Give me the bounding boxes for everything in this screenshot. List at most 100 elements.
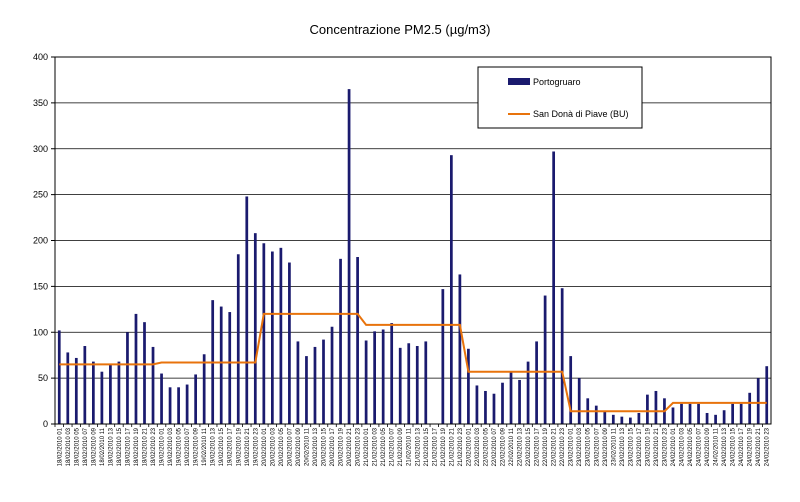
xtick-label-61: 23/02/2010 03	[577, 427, 583, 466]
ytick-label-350: 350	[33, 98, 48, 108]
bar-36	[364, 340, 368, 424]
xtick-label-23: 19/02/2010 23	[253, 427, 259, 466]
bar-12	[160, 373, 163, 424]
xtick-label-62: 23/02/2010 05	[586, 427, 592, 466]
xtick-label-18: 19/02/2010 13	[211, 427, 217, 466]
xtick-label-30: 20/02/2010 13	[313, 427, 319, 466]
xtick-label-34: 20/02/2010 21	[347, 427, 353, 466]
xtick-label-49: 22/02/2010 03	[475, 427, 481, 466]
bar-1	[66, 352, 70, 424]
bar-15	[185, 384, 189, 424]
xtick-label-76: 24/02/2010 09	[705, 427, 711, 466]
xtick-label-78: 24/02/2010 13	[722, 427, 728, 466]
bar-57	[543, 295, 547, 424]
bar-72	[671, 407, 675, 424]
bar-50	[484, 390, 487, 424]
bar-17	[202, 354, 206, 424]
bar-80	[739, 403, 743, 424]
bar-6	[109, 364, 112, 424]
bar-20	[228, 312, 232, 424]
bar-9	[134, 313, 138, 424]
xtick-label-27: 20/02/2010 07	[287, 427, 293, 466]
xtick-label-50: 22/02/2010 05	[483, 427, 489, 466]
bar-81	[748, 392, 752, 424]
bar-21	[236, 254, 240, 424]
xtick-label-2: 18/02/2010 05	[74, 427, 80, 466]
legend-label-portogruaro: Portogruaro	[533, 77, 581, 87]
bar-5	[100, 371, 104, 424]
bar-27	[288, 262, 291, 424]
xtick-label-47: 21/02/2010 23	[458, 427, 464, 466]
xtick-label-25: 20/02/2010 03	[270, 427, 276, 466]
xtick-label-66: 23/02/2010 13	[620, 427, 626, 466]
legend-label-san-dona: San Donà di Piave (BU)	[533, 109, 629, 119]
bar-22	[245, 196, 249, 424]
xtick-label-70: 23/02/2010 21	[654, 427, 660, 466]
xtick-label-0: 18/02/2010 01	[57, 427, 63, 466]
xtick-label-75: 24/02/2010 07	[697, 427, 703, 466]
bar-3	[83, 346, 87, 424]
xtick-label-67: 23/02/2010 15	[628, 427, 634, 466]
ytick-label-50: 50	[38, 373, 48, 383]
bar-46	[449, 155, 453, 425]
bar-41	[407, 343, 411, 424]
xtick-label-35: 20/02/2010 23	[356, 427, 362, 466]
bar-60	[569, 356, 573, 424]
legend-box	[477, 66, 643, 129]
bar-65	[611, 414, 615, 424]
xtick-label-14: 19/02/2010 05	[177, 427, 183, 466]
bar-78	[722, 410, 726, 424]
series-line-san-dona	[59, 312, 767, 413]
xtick-label-40: 21/02/2010 09	[398, 427, 404, 466]
xtick-label-20: 19/02/2010 17	[228, 427, 234, 466]
bar-34	[347, 89, 351, 425]
xtick-label-3: 18/02/2010 07	[83, 427, 89, 466]
bar-29	[305, 356, 308, 424]
xtick-label-82: 24/02/2010 21	[756, 427, 762, 466]
xtick-label-31: 20/02/2010 15	[322, 427, 328, 466]
xtick-label-36: 21/02/2010 01	[364, 427, 370, 466]
bar-47	[458, 274, 462, 424]
bar-33	[339, 258, 342, 424]
xtick-label-46: 21/02/2010 21	[449, 427, 455, 466]
xtick-label-5: 18/02/2010 11	[100, 427, 106, 466]
bar-76	[705, 412, 709, 424]
bar-56	[535, 341, 538, 424]
xtick-label-32: 20/02/2010 17	[330, 427, 336, 466]
bar-54	[518, 379, 521, 424]
xtick-label-9: 18/02/2010 19	[134, 427, 140, 466]
line-san-dona	[59, 312, 767, 413]
xtick-label-69: 23/02/2010 19	[645, 427, 651, 466]
bar-11	[151, 346, 155, 424]
bar-77	[714, 414, 717, 424]
xtick-label-1: 18/02/2010 03	[66, 427, 72, 466]
xtick-label-24: 20/02/2010 01	[262, 427, 268, 466]
bar-55	[526, 361, 530, 424]
bar-43	[424, 341, 428, 424]
xtick-label-21: 19/02/2010 19	[236, 427, 242, 466]
bar-35	[356, 257, 359, 424]
bar-24	[262, 243, 266, 424]
xtick-label-71: 23/02/2010 23	[662, 427, 668, 466]
ytick-label-100: 100	[33, 327, 48, 337]
xtick-label-73: 24/02/2010 03	[680, 427, 686, 466]
gridlines	[55, 56, 771, 379]
bar-10	[143, 322, 146, 424]
bar-75	[697, 403, 700, 424]
xtick-label-68: 23/02/2010 17	[637, 427, 643, 466]
xtick-label-13: 19/02/2010 03	[168, 427, 174, 466]
bar-14	[177, 387, 180, 424]
xtick-label-54: 22/02/2010 13	[518, 427, 524, 466]
xtick-label-16: 19/02/2010 09	[194, 427, 200, 466]
xtick-label-39: 21/02/2010 07	[390, 427, 396, 466]
bar-66	[620, 416, 624, 424]
bar-48	[467, 348, 470, 424]
bar-61	[577, 378, 581, 424]
bar-2	[74, 357, 78, 424]
bar-8	[126, 332, 129, 424]
ytick-label-150: 150	[33, 281, 48, 291]
bar-30	[313, 346, 317, 424]
bar-69	[646, 394, 649, 424]
